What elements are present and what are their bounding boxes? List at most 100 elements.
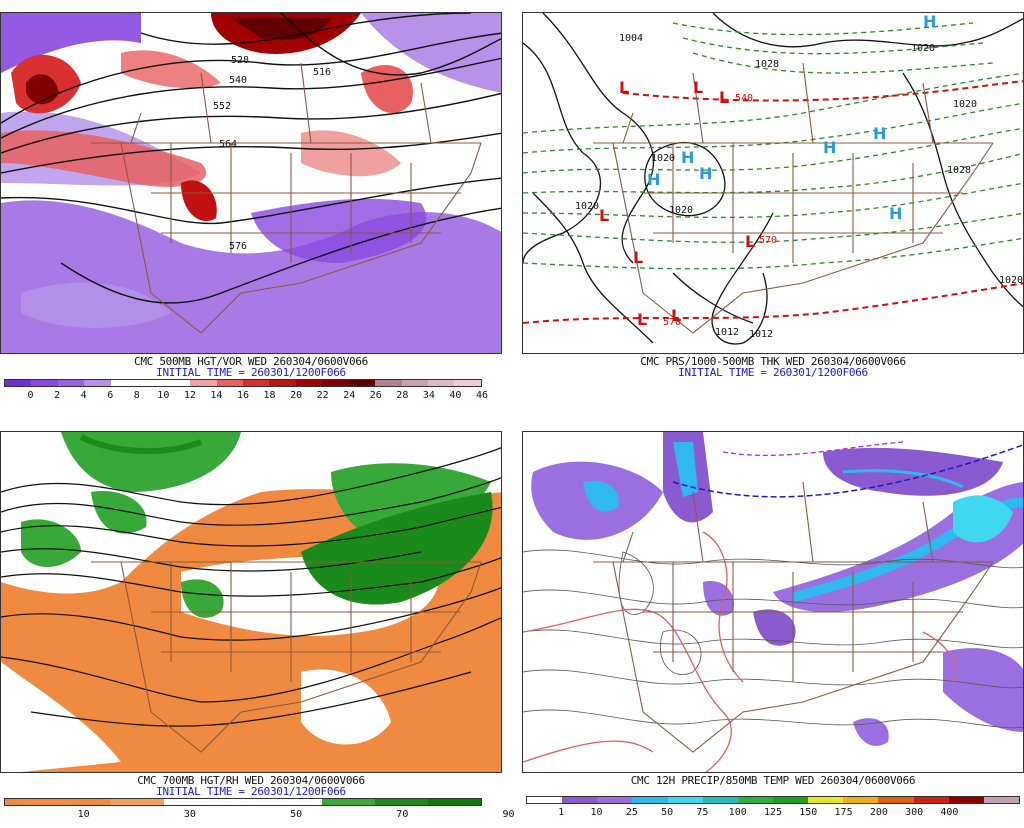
colorbar-swatch <box>295 380 323 386</box>
low-pressure-marker: L <box>637 310 647 329</box>
colorbar <box>4 379 482 387</box>
colorbar-tick-label: 8 <box>133 390 140 401</box>
colorbar-swatch <box>983 797 1019 803</box>
colorbar-swatch <box>632 797 668 803</box>
colorbar-swatch <box>375 380 402 386</box>
colorbar-swatch <box>878 797 914 803</box>
high-pressure-marker: H <box>699 164 712 183</box>
colorbar-tick-label: 150 <box>799 807 818 818</box>
colorbar-swatch <box>5 380 32 386</box>
panel-caption: CMC 700MB HGT/RH WED 260304/0600V066 <box>137 774 365 787</box>
colorbar-swatch <box>401 380 428 386</box>
colorbar-ticks: 0 2 4 6 8 10 12 14 16 18 20 22 24 26 28 34 40 46 <box>4 390 488 402</box>
colorbar <box>526 796 1020 804</box>
colorbar-swatch <box>737 797 773 803</box>
colorbar-tick-label: 75 <box>696 807 709 818</box>
low-pressure-marker: L <box>719 88 729 107</box>
colorbar-tick-label: 300 <box>905 807 924 818</box>
colorbar-swatch <box>702 797 738 803</box>
colorbar-swatch <box>163 380 191 386</box>
colorbar-swatch <box>84 380 111 386</box>
isobar-label: 1020 <box>575 201 599 212</box>
colorbar-swatch <box>5 799 58 805</box>
colorbar-swatch <box>428 799 482 805</box>
map-700mb <box>0 431 502 773</box>
panel-precip-850temp: CMC 12H PRECIP/850MB TEMP WED 260304/060… <box>522 419 1024 828</box>
colorbar-tick-label: 4 <box>80 390 87 401</box>
colorbar-swatch <box>110 380 138 386</box>
colorbar-tick-label: 1 <box>558 807 565 818</box>
low-pressure-marker: L <box>693 78 703 97</box>
colorbar-swatch <box>843 797 879 803</box>
panel-initial-time: INITIAL TIME = 260301/1200F066 <box>156 366 346 379</box>
colorbar-swatch <box>808 797 844 803</box>
colorbar-swatch <box>948 797 984 803</box>
contour-label: 552 <box>213 101 231 112</box>
isobar-label: 1020 <box>651 153 675 164</box>
colorbar-swatch <box>190 380 217 386</box>
colorbar-swatch <box>216 380 243 386</box>
colorbar-tick-label: 10 <box>590 807 603 818</box>
colorbar-tick-label: 6 <box>107 390 114 401</box>
colorbar-tick-label: 400 <box>940 807 959 818</box>
colorbar-tick-label: 12 <box>183 390 196 401</box>
thickness-label: 570 <box>759 235 777 246</box>
colorbar-tick-label: 2 <box>54 390 61 401</box>
colorbar-swatch <box>454 380 481 386</box>
thickness-label: 570 <box>663 317 681 328</box>
colorbar-tick-label: 22 <box>316 390 329 401</box>
colorbar-swatch <box>57 380 85 386</box>
colorbar-swatch <box>163 799 217 805</box>
map-pressure-svg: 1004 1020 1020 1020 1028 1020 1012 1012 … <box>523 13 1023 353</box>
colorbar <box>4 798 482 806</box>
colorbar-swatch <box>31 380 58 386</box>
colorbar-tick-label: 125 <box>763 807 783 818</box>
colorbar-tick-label: 10 <box>157 390 170 401</box>
colorbar-swatch <box>269 799 323 805</box>
colorbar-tick-label: 30 <box>183 809 196 820</box>
colorbar-tick-label: 46 <box>475 390 489 401</box>
high-pressure-marker: H <box>923 13 936 31</box>
isobar-label: 1020 <box>953 99 977 110</box>
colorbar-tick-label: 14 <box>210 390 223 401</box>
colorbar-swatch <box>216 799 270 805</box>
contour-label: 516 <box>313 67 331 78</box>
panel-caption: CMC PRS/1000-500MB THK WED 260304/0600V0… <box>640 355 906 368</box>
low-pressure-marker: L <box>671 306 681 325</box>
colorbar-swatch <box>597 797 633 803</box>
low-pressure-marker: L <box>633 248 643 267</box>
panel-initial-time: INITIAL TIME = 260301/1200F066 <box>156 785 346 798</box>
low-pressure-marker: L <box>745 232 755 251</box>
low-pressure-marker: L <box>599 206 609 225</box>
high-pressure-marker: H <box>681 148 694 167</box>
thickness-label: 540 <box>735 93 753 104</box>
isobar-label: 1020 <box>911 43 935 54</box>
map-precip <box>522 431 1024 773</box>
colorbar-swatch <box>913 797 949 803</box>
high-pressure-marker: H <box>647 170 660 189</box>
colorbar-tick-label: 10 <box>77 809 90 820</box>
colorbar-tick-label: 18 <box>263 390 276 401</box>
colorbar-swatch <box>242 380 270 386</box>
colorbar-swatch <box>375 799 429 805</box>
colorbar-tick-label: 100 <box>728 807 747 818</box>
panel-caption: CMC 12H PRECIP/850MB TEMP WED 260304/060… <box>630 774 916 787</box>
colorbar-tick-label: 26 <box>369 390 382 401</box>
colorbar-tick-label: 50 <box>290 809 303 820</box>
colorbar-ticks: 10 30 50 70 90 <box>4 809 515 821</box>
colorbar-swatch <box>57 799 111 805</box>
panel-initial-time: INITIAL TIME = 260301/1200F066 <box>678 366 868 379</box>
high-pressure-marker: H <box>823 138 836 157</box>
isobar-label: 1012 <box>715 327 739 338</box>
colorbar-tick-label: 40 <box>449 390 462 401</box>
colorbar-tick-label: 70 <box>396 809 409 820</box>
colorbar-swatch <box>667 797 703 803</box>
colorbar-swatch <box>772 797 809 803</box>
map-pressure-thickness: 1004 1020 1020 1020 1028 1020 1012 1012 … <box>522 12 1024 354</box>
colorbar-tick-label: 0 <box>27 390 34 401</box>
panel-500mb-vorticity: 528 540 552 564 516 576 CMC 500MB HGT/VO… <box>0 0 502 409</box>
low-pressure-marker: L <box>619 78 629 97</box>
colorbar-swatch <box>562 797 598 803</box>
colorbar-tick-label: 28 <box>396 390 409 401</box>
colorbar-swatch <box>322 799 376 805</box>
